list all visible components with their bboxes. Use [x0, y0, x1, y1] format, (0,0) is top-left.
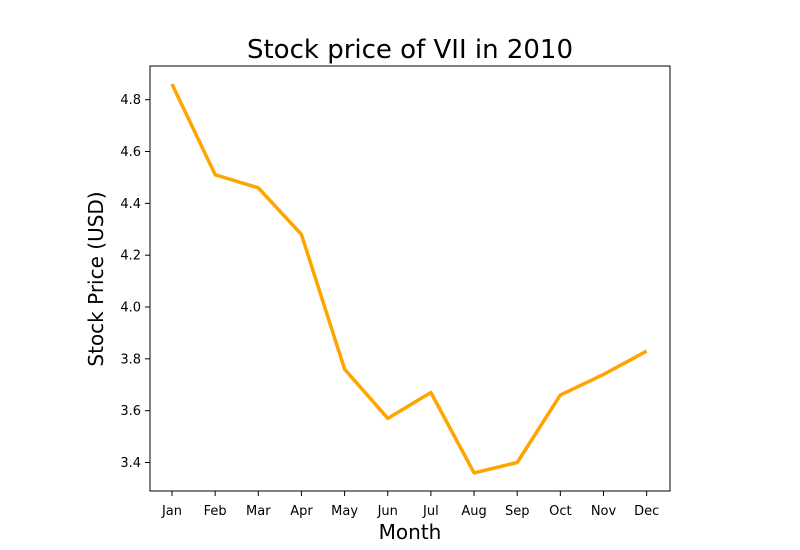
y-tick-label: 3.8 [120, 352, 141, 367]
x-tick-label: Apr [290, 504, 313, 519]
y-axis-label: Stock Price (USD) [84, 191, 108, 366]
y-tick-label: 3.6 [120, 404, 141, 419]
y-axis: 3.4 3.6 3.8 4.0 4.2 4.4 4.6 4.8 [120, 93, 150, 471]
y-tick-label: 4.4 [120, 197, 141, 212]
y-tick-label: 3.4 [120, 456, 141, 471]
y-tick-label: 4.0 [120, 301, 141, 316]
plot-area [149, 65, 671, 492]
y-tick-label: 4.8 [120, 93, 141, 108]
x-tick-label: Jun [377, 504, 398, 519]
x-tick-label: Aug [461, 504, 486, 519]
x-axis-label: Month [379, 520, 442, 544]
x-tick-label: Jul [422, 504, 439, 519]
y-tick-label: 4.6 [120, 145, 141, 160]
x-tick-label: Mar [246, 504, 271, 519]
y-tick-label: 4.2 [120, 249, 141, 264]
x-tick-label: Feb [204, 504, 227, 519]
x-tick-label: Sep [505, 504, 530, 519]
chart-title: Stock price of VII in 2010 [247, 35, 573, 65]
x-tick-label: Jan [161, 504, 182, 519]
series-layer [170, 83, 648, 475]
x-tick-label: Dec [634, 504, 659, 519]
x-tick-label: May [331, 504, 358, 519]
x-tick-label: Oct [549, 504, 571, 519]
series-line [170, 83, 648, 475]
x-tick-label: Nov [591, 504, 617, 519]
x-axis: Jan Feb Mar Apr May Jun Jul Aug Sep Oct Nov Dec [161, 491, 659, 519]
